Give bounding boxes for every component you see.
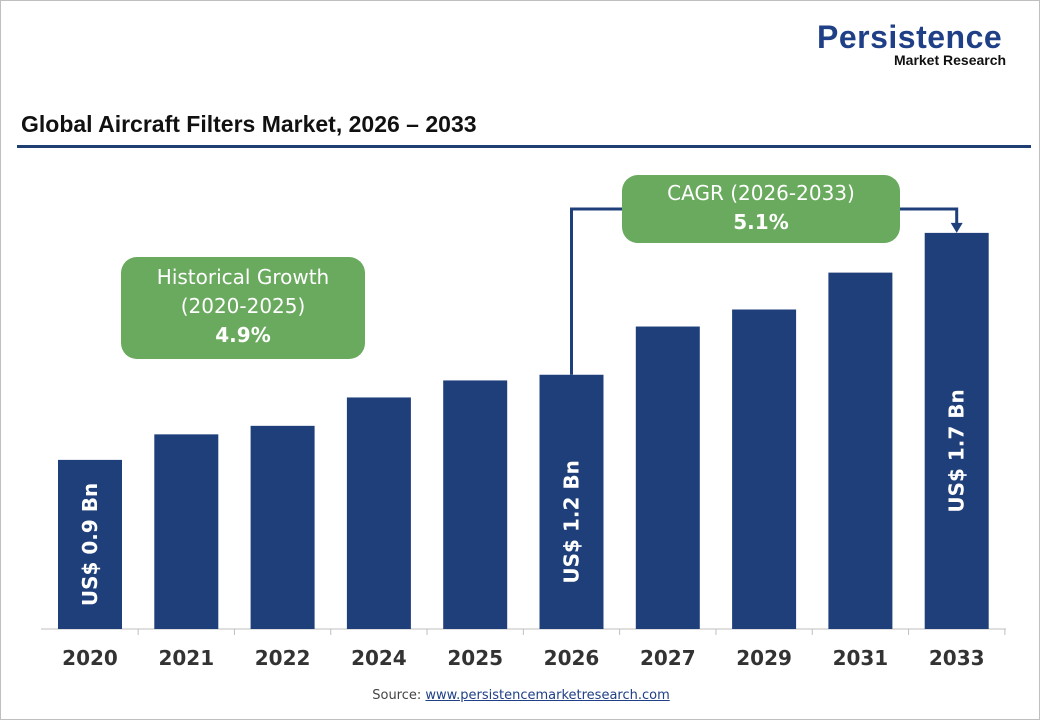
x-tick-label-2033: 2033 — [929, 646, 985, 670]
bar-2021 — [154, 434, 219, 629]
historical-growth-callout: Historical Growth (2020-2025) 4.9% — [121, 257, 365, 359]
data-label-2026: US$ 1.2 Bn — [560, 460, 584, 583]
x-tick-label-2031: 2031 — [833, 646, 889, 670]
bar-2026 — [539, 374, 604, 629]
data-label-2033: US$ 1.7 Bn — [945, 389, 969, 512]
x-tick-label-2020: 2020 — [62, 646, 118, 670]
x-tick-label-2027: 2027 — [640, 646, 696, 670]
cagr-value: 5.1% — [733, 210, 789, 234]
x-tick-label-2024: 2024 — [351, 646, 407, 670]
data-label-2020: US$ 0.9 Bn — [78, 483, 102, 606]
x-tick-label-2029: 2029 — [736, 646, 792, 670]
title-divider — [17, 145, 1031, 148]
bar-2024 — [346, 397, 411, 629]
chart-title: Global Aircraft Filters Market, 2026 – 2… — [21, 111, 477, 137]
historical-value: 4.9% — [215, 323, 271, 347]
bar-2029 — [732, 309, 797, 629]
bar-2020 — [58, 459, 122, 629]
bar-2022 — [250, 425, 315, 629]
arrow-head-icon — [950, 222, 963, 233]
logo-subtitle: Market Research — [894, 52, 1007, 68]
historical-period: (2020-2025) — [180, 294, 306, 318]
source-prefix: Source: — [372, 688, 426, 703]
x-tick-label-2022: 2022 — [255, 646, 311, 670]
bar-2027 — [635, 326, 700, 629]
logo: Persistence — [817, 19, 1003, 55]
bar-2033 — [924, 232, 989, 629]
cagr-label: CAGR (2026-2033) — [667, 181, 855, 205]
x-tick-label-2026: 2026 — [544, 646, 600, 670]
cagr-callout: CAGR (2026-2033) 5.1% — [622, 175, 900, 243]
source-link[interactable]: www.persistencemarketresearch.com — [425, 688, 670, 703]
x-tick-label-2025: 2025 — [447, 646, 503, 670]
source-note: Source: www.persistencemarketresearch.co… — [1, 688, 1039, 703]
x-tick-label-2021: 2021 — [158, 646, 214, 670]
historical-label: Historical Growth — [156, 265, 330, 289]
bar-2031 — [828, 272, 893, 629]
bar-2025 — [443, 380, 508, 629]
